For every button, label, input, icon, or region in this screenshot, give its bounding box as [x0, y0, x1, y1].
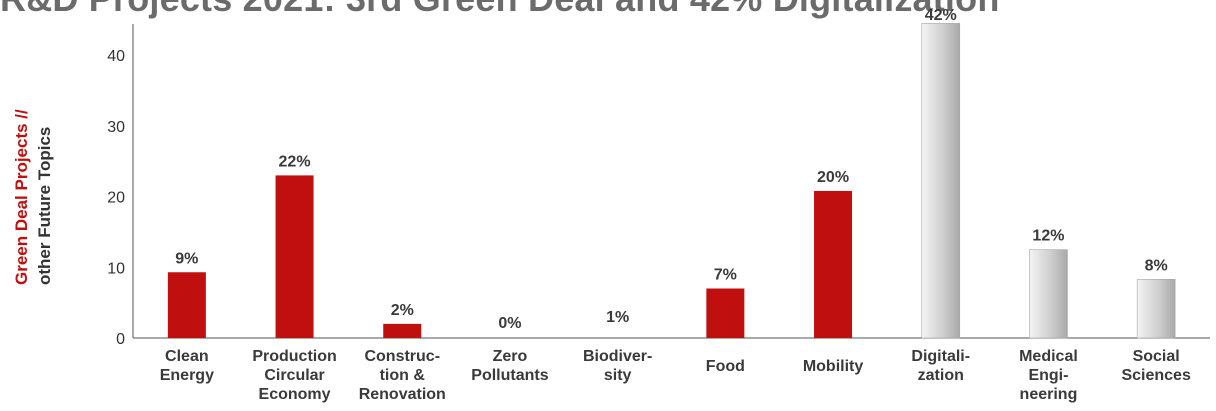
data-label: 7% [714, 267, 737, 284]
y-tick-label: 20 [107, 190, 125, 207]
y-axis-title-line2: other Future Topics [35, 127, 54, 285]
category-label: Construc-tion & Renovation [359, 348, 446, 403]
category-label: Mobility [803, 358, 864, 375]
chart-title: R&D Projects 2021: 3rd Green Deal and 42… [0, 0, 1000, 20]
category-label: Production Circular Economy [252, 348, 336, 403]
y-tick-label: 30 [107, 119, 125, 136]
bar [1136, 279, 1176, 339]
category-label: Digitali-zation [911, 348, 970, 384]
category-label: Social Sciences [1121, 348, 1190, 384]
y-axis-title: Green Deal Projects //other Future Topic… [12, 109, 54, 285]
bars: 9% Clean Energy 22% Production Circular Econom… [160, 7, 1191, 403]
bar [706, 288, 745, 338]
bar [383, 323, 422, 338]
data-label: 8% [1145, 257, 1168, 274]
data-label: 20% [817, 169, 849, 186]
category-label: Medical Engi-neering [1019, 348, 1078, 403]
data-label: 0% [498, 315, 521, 332]
category-label: Clean Energy [160, 348, 214, 384]
bar [1029, 249, 1068, 339]
bar [921, 23, 961, 339]
bar [275, 175, 314, 338]
category-label: Zero Pollutants [471, 348, 548, 384]
bar [167, 272, 206, 338]
data-label: 2% [391, 302, 414, 319]
y-tick-label: 40 [107, 48, 125, 65]
category-label: Biodiver-sity [583, 348, 652, 384]
bar [814, 190, 853, 338]
data-label: 22% [279, 153, 311, 170]
data-label: 12% [1032, 228, 1064, 245]
y-tick-label: 0 [116, 331, 125, 348]
category-label: Food [706, 358, 745, 375]
y-tick-label: 10 [107, 260, 125, 277]
data-label: 42% [925, 7, 957, 24]
data-label: 9% [175, 250, 198, 267]
y-axis-title-line1: Green Deal Projects // [12, 109, 31, 285]
data-label: 1% [606, 309, 629, 326]
